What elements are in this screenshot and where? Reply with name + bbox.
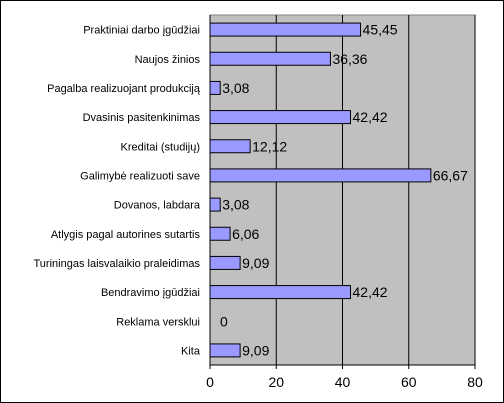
bar [209, 139, 251, 154]
value-label: 3,08 [222, 197, 249, 213]
bar [209, 343, 241, 358]
category-labels: Praktiniai darbo įgūdžiai Naujos žinios Pa… [34, 25, 201, 358]
category-label: Bendravimo įgūdžiai [101, 287, 200, 299]
x-tick-label: 20 [268, 374, 284, 390]
bar [209, 197, 221, 212]
category-label: Kreditai (studijų) [121, 141, 200, 153]
value-label: 42,42 [353, 284, 388, 300]
category-label: Kita [181, 345, 201, 357]
x-axis: 0 20 40 60 80 [206, 15, 483, 390]
value-label: 3,08 [222, 80, 249, 96]
value-label: 12,12 [252, 138, 287, 154]
value-labels: 45,45 36,36 3,08 42,42 12,12 66,67 3,08 6,06 9,0… [220, 22, 468, 359]
category-label: Praktiniai darbo įgūdžiai [83, 25, 200, 37]
bar [209, 22, 362, 37]
category-label: Dvasinis pasitenkinimas [83, 112, 201, 124]
value-label: 36,36 [332, 51, 367, 67]
bar [209, 51, 331, 66]
bar [209, 255, 241, 270]
bar [209, 110, 352, 125]
bars [209, 22, 432, 358]
bar [209, 80, 221, 95]
value-label: 0 [220, 313, 228, 329]
bar [209, 285, 352, 300]
value-label: 45,45 [363, 22, 398, 38]
grid-lines [275, 15, 476, 365]
category-label: Reklama versklui [116, 316, 200, 328]
bar [209, 226, 231, 241]
x-tick-label: 40 [335, 374, 351, 390]
x-tick-label: 60 [401, 374, 417, 390]
value-label: 6,06 [232, 226, 259, 242]
x-tick-label: 80 [467, 374, 483, 390]
value-label: 9,09 [242, 255, 269, 271]
category-label: Galimybė realizuoti save [80, 170, 200, 182]
value-label: 66,67 [433, 167, 468, 183]
category-label: Naujos žinios [135, 54, 201, 66]
x-tick-label: 0 [206, 374, 214, 390]
category-label: Pagalba realizuojant produkciją [47, 83, 201, 95]
value-label: 42,42 [353, 109, 388, 125]
category-label: Turiningas laisvalaikio praleidimas [34, 258, 201, 270]
category-label: Dovanos, labdara [114, 200, 201, 212]
value-label: 9,09 [242, 342, 269, 358]
bar [209, 168, 432, 183]
category-label: Atlygis pagal autorines sutartis [51, 229, 201, 241]
